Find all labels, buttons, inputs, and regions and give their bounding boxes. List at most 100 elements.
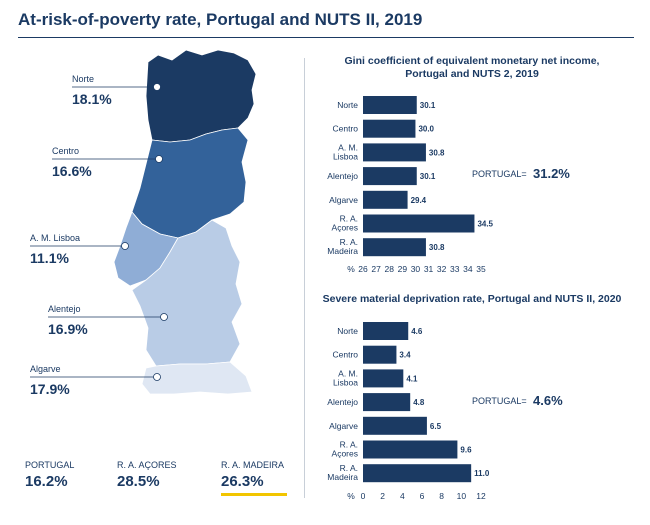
data-label: 4.6: [411, 327, 423, 336]
data-label: 30.1: [420, 172, 436, 181]
axis-unit: %: [347, 264, 355, 274]
summary-acores: R. A. AÇORES 28.5%: [117, 460, 177, 490]
summary-value: 16.2%: [25, 473, 68, 490]
tick-label: 6: [420, 491, 425, 501]
category-label: Centro: [332, 124, 358, 134]
title-rule: [18, 37, 634, 38]
chart-title-line: Gini coefficient of equivalent monetary …: [345, 55, 600, 67]
portugal-value: 31.2%: [533, 166, 570, 181]
bar: [363, 440, 458, 459]
summary-label: PORTUGAL: [25, 460, 75, 470]
category-label: Madeira: [327, 472, 358, 482]
summary-portugal: PORTUGAL 16.2%: [25, 460, 74, 490]
category-label: R. A.: [340, 214, 358, 224]
category-label: Alentejo: [327, 397, 358, 407]
bar: [363, 167, 417, 186]
bar: [363, 214, 475, 233]
portugal-map: Norte 18.1% Centro 16.6% A. M. Lisboa 11…: [30, 49, 257, 397]
portugal-label: PORTUGAL=: [472, 169, 527, 179]
marker-norte: [153, 83, 161, 91]
bar: [363, 119, 416, 138]
category-label: Lisboa: [333, 377, 358, 387]
tick-label: 31: [424, 264, 434, 274]
tick-label: 35: [476, 264, 486, 274]
bar: [363, 238, 426, 257]
bar: [363, 190, 408, 209]
bar: [363, 143, 426, 162]
bar: [363, 464, 472, 483]
chart-title-line: Portugal and NUTS 2, 2019: [405, 68, 539, 80]
category-label: A. M.: [338, 368, 358, 378]
region-value-norte: 18.1%: [72, 91, 112, 107]
tick-label: 33: [450, 264, 460, 274]
data-label: 3.4: [399, 351, 411, 360]
summary-value: 28.5%: [117, 473, 160, 490]
tick-label: 12: [476, 491, 486, 501]
category-label: Algarve: [329, 421, 358, 431]
tick-label: 30: [411, 264, 421, 274]
map-region-algarve: [141, 361, 253, 395]
data-label: 29.4: [411, 196, 427, 205]
data-label: 30.8: [429, 148, 445, 157]
region-value-centro: 16.6%: [52, 163, 92, 179]
category-label: Norte: [337, 100, 358, 110]
portugal-label: PORTUGAL=: [472, 396, 527, 406]
bar: [363, 369, 404, 388]
data-label: 11.0: [474, 469, 490, 478]
madeira-highlight-underline: [221, 493, 287, 496]
portugal-value: 4.6%: [533, 393, 563, 408]
data-label: 30.8: [429, 243, 445, 252]
region-label-alentejo: Alentejo: [48, 304, 81, 314]
summary-label: R. A. MADEIRA: [221, 460, 285, 470]
tick-label: 2: [380, 491, 385, 501]
category-label: Algarve: [329, 195, 358, 205]
category-label: Açores: [332, 449, 358, 459]
summary-madeira: R. A. MADEIRA 26.3%: [221, 460, 284, 490]
tick-label: 8: [439, 491, 444, 501]
tick-label: 4: [400, 491, 405, 501]
tick-label: 29: [398, 264, 408, 274]
tick-label: 10: [457, 491, 467, 501]
vertical-separator: [304, 58, 305, 498]
summary-label: R. A. AÇORES: [117, 460, 177, 470]
category-label: Centro: [332, 350, 358, 360]
category-label: Alentejo: [327, 171, 358, 181]
axis-unit: %: [347, 491, 355, 501]
category-label: Lisboa: [333, 151, 358, 161]
tick-label: 26: [358, 264, 368, 274]
data-label: 4.8: [413, 398, 425, 407]
chart-title-line: Severe material deprivation rate, Portug…: [323, 293, 622, 305]
region-label-norte: Norte: [72, 74, 94, 84]
category-label: A. M.: [338, 142, 358, 152]
marker-alentejo: [160, 313, 168, 321]
region-value-alentejo: 16.9%: [48, 321, 88, 337]
category-label: Norte: [337, 326, 358, 336]
data-label: 6.5: [430, 422, 442, 431]
bar: [363, 393, 411, 412]
data-label: 4.1: [406, 374, 418, 383]
bar: [363, 96, 417, 114]
region-label-centro: Centro: [52, 146, 79, 156]
marker-centro: [155, 155, 163, 163]
data-label: 34.5: [477, 220, 493, 229]
category-label: R. A.: [340, 440, 358, 450]
tick-label: 34: [463, 264, 473, 274]
tick-label: 32: [437, 264, 447, 274]
bar: [363, 416, 427, 435]
data-label: 30.1: [420, 101, 436, 110]
marker-algarve: [153, 373, 161, 381]
region-label-algarve: Algarve: [30, 364, 61, 374]
marker-lisboa: [121, 242, 129, 250]
category-label: Açores: [332, 223, 358, 233]
tick-label: 28: [384, 264, 394, 274]
category-label: R. A.: [340, 463, 358, 473]
page-title: At-risk-of-poverty rate, Portugal and NU…: [18, 10, 423, 29]
tick-label: 0: [361, 491, 366, 501]
summary-value: 26.3%: [221, 473, 264, 490]
bar: [363, 322, 409, 340]
data-label: 30.0: [418, 125, 434, 134]
tick-label: 27: [371, 264, 381, 274]
category-label: R. A.: [340, 237, 358, 247]
data-label: 9.6: [460, 446, 472, 455]
